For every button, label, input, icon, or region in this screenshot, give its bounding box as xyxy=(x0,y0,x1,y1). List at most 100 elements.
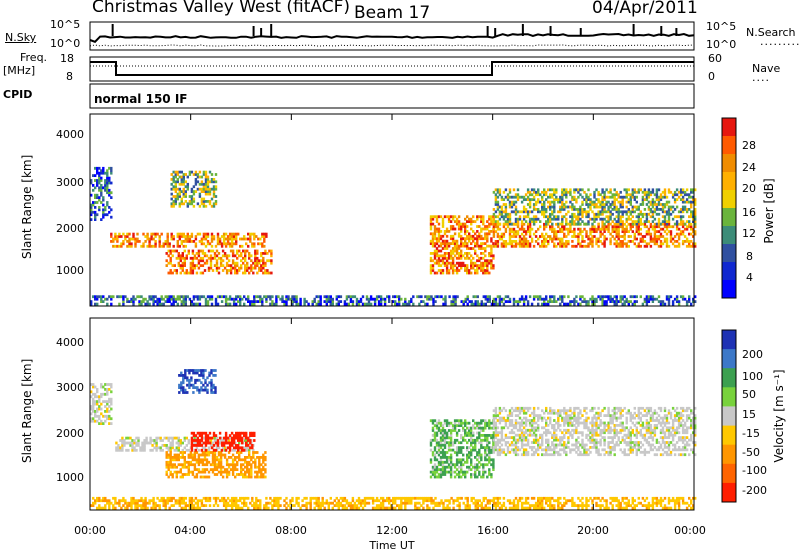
heatmap-cell xyxy=(303,297,306,301)
heatmap-cell xyxy=(94,186,97,190)
heatmap-cell xyxy=(244,269,247,272)
heatmap-cell xyxy=(127,436,130,440)
heatmap-cell xyxy=(179,451,182,454)
heatmap-cell xyxy=(506,436,510,439)
heatmap-cell xyxy=(655,235,659,238)
heatmap-cell xyxy=(603,227,606,231)
heatmap-cell xyxy=(585,210,588,214)
heatmap-cell xyxy=(450,300,453,303)
heatmap-cell xyxy=(433,448,437,452)
heatmap-cell xyxy=(192,240,196,243)
heatmap-cell xyxy=(478,256,481,260)
heatmap-cell xyxy=(447,456,451,459)
heatmap-cell xyxy=(492,266,495,270)
heatmap-cell xyxy=(530,193,534,197)
heatmap-cell xyxy=(492,463,495,467)
heatmap-cell xyxy=(464,227,467,231)
heatmap-cell xyxy=(633,188,636,192)
heatmap-cell xyxy=(623,302,626,306)
heatmap-cell xyxy=(269,297,272,301)
heatmap-cell xyxy=(537,188,540,192)
heatmap-cell xyxy=(437,453,441,457)
heatmap-cell xyxy=(565,242,568,246)
heatmap-cell xyxy=(167,453,170,457)
heatmap-cell xyxy=(439,456,443,459)
heatmap-cell xyxy=(224,431,228,435)
heatmap-cell xyxy=(559,205,562,209)
heatmap-cell xyxy=(537,448,540,452)
heatmap-cell xyxy=(486,441,489,445)
heatmap-cell xyxy=(551,205,554,209)
heatmap-cell xyxy=(694,217,697,221)
heatmap-cell xyxy=(539,433,542,437)
heatmap-cell xyxy=(496,232,500,236)
heatmap-cell xyxy=(247,297,250,301)
heatmap-cell xyxy=(208,441,212,445)
heatmap-cell xyxy=(213,463,217,467)
heatmap-cell xyxy=(506,215,510,219)
heatmap-cell xyxy=(599,227,602,231)
heatmap-cell xyxy=(223,266,227,270)
heatmap-cell xyxy=(90,300,93,303)
heatmap-cell xyxy=(108,414,111,418)
heatmap-cell xyxy=(200,444,204,447)
heatmap-cell xyxy=(593,227,596,231)
heatmap-cell xyxy=(270,261,273,265)
heatmap-cell xyxy=(194,173,198,176)
heatmap-cell xyxy=(484,242,487,245)
heatmap-cell xyxy=(244,473,247,476)
heatmap-cell xyxy=(694,208,697,211)
heatmap-cell xyxy=(641,190,645,194)
heatmap-cell xyxy=(248,252,251,255)
heatmap-cell xyxy=(367,302,371,306)
heatmap-cell xyxy=(151,448,154,452)
heatmap-cell xyxy=(488,441,491,445)
heatmap-cell xyxy=(621,212,624,216)
heatmap-cell xyxy=(265,300,268,303)
heatmap-cell xyxy=(172,244,175,248)
heatmap-cell xyxy=(575,217,578,221)
heatmap-cell xyxy=(587,203,590,206)
heatmap-cell xyxy=(210,173,214,176)
heatmap-cell xyxy=(196,371,199,375)
heatmap-cell xyxy=(299,300,302,303)
heatmap-cell xyxy=(174,200,177,203)
heatmap-cell xyxy=(587,222,590,226)
heatmap-cell xyxy=(601,208,604,211)
heatmap-cell xyxy=(429,225,433,228)
heatmap-cell xyxy=(196,173,200,176)
heatmap-cell xyxy=(190,444,194,447)
heatmap-cell xyxy=(235,444,238,447)
heatmap-cell xyxy=(253,302,256,306)
heatmap-cell xyxy=(468,247,471,250)
heatmap-cell xyxy=(437,249,441,253)
heatmap-cell xyxy=(213,256,217,260)
heatmap-cell xyxy=(96,179,99,182)
heatmap-cell xyxy=(179,259,182,263)
heatmap-cell xyxy=(193,465,197,469)
heatmap-cell xyxy=(155,444,158,447)
heatmap-cell xyxy=(447,271,451,275)
heatmap-cell xyxy=(180,300,183,303)
heatmap-cell xyxy=(234,261,237,265)
heatmap-cell xyxy=(210,204,214,208)
heatmap-cell xyxy=(603,295,606,299)
heatmap-cell xyxy=(605,227,608,231)
heatmap-cell xyxy=(551,426,554,430)
heatmap-cell xyxy=(183,249,186,253)
heatmap-cell xyxy=(673,215,677,219)
heatmap-cell xyxy=(106,383,109,386)
heatmap-cell xyxy=(579,295,582,299)
heatmap-cell xyxy=(653,193,657,197)
heatmap-cell xyxy=(683,200,687,204)
heatmap-cell xyxy=(172,235,175,238)
heatmap-cell xyxy=(203,451,207,454)
heatmap-cell xyxy=(460,230,463,233)
heatmap-cell xyxy=(249,240,252,243)
heatmap-cell xyxy=(176,173,179,176)
heatmap-cell xyxy=(639,295,642,299)
heatmap-cell xyxy=(190,383,193,387)
heatmap-cell xyxy=(261,297,264,301)
heatmap-cell xyxy=(218,431,222,435)
heatmap-cell xyxy=(500,242,504,246)
